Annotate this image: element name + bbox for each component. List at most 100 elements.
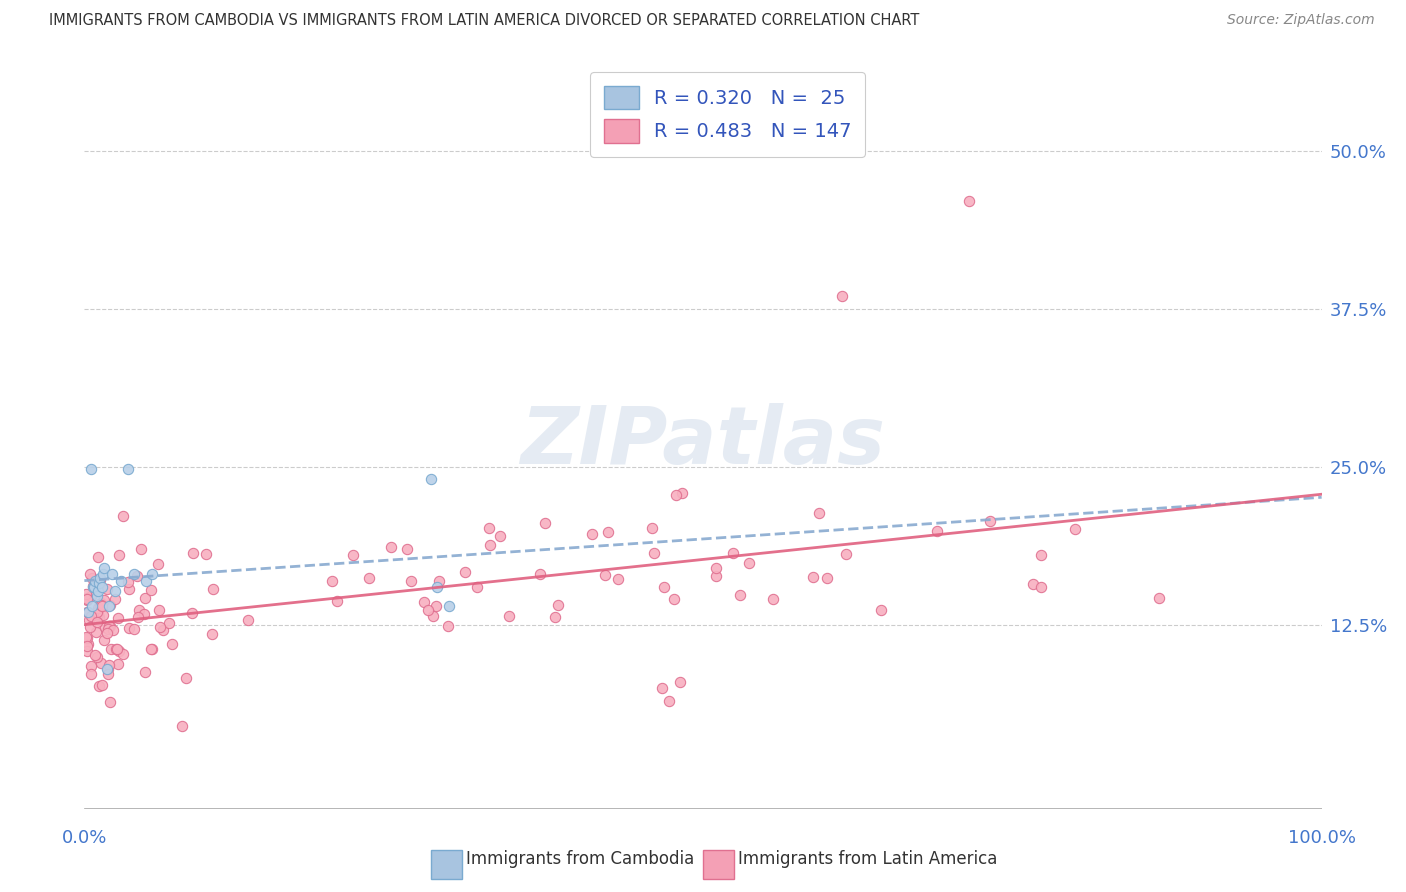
Point: [80, 599, 103, 613]
Point: [132, 607, 155, 621]
Point: [79, 609, 101, 624]
Point: [76, 591, 98, 605]
Point: [98, 599, 121, 613]
Point: [1029, 580, 1052, 594]
Point: [607, 572, 630, 586]
Point: [529, 567, 551, 582]
Point: [426, 580, 449, 594]
Point: [87, 610, 110, 624]
Point: [93, 561, 115, 575]
Point: [544, 610, 567, 624]
Point: [427, 574, 450, 588]
Point: [439, 599, 461, 613]
Point: [419, 473, 441, 487]
Point: [76, 593, 98, 607]
Point: [86, 589, 108, 603]
Text: Immigrants from Cambodia: Immigrants from Cambodia: [465, 850, 695, 868]
Point: [104, 583, 127, 598]
Point: [79, 620, 101, 634]
Point: [76, 591, 98, 606]
Point: [135, 574, 157, 588]
Point: [643, 545, 665, 559]
Point: [79, 567, 101, 582]
Point: [86, 650, 108, 665]
Point: [436, 619, 458, 633]
Point: [84, 574, 107, 588]
Point: [425, 599, 447, 613]
Point: [489, 529, 512, 543]
Point: [1031, 548, 1053, 562]
Point: [79, 613, 101, 627]
Point: [152, 624, 174, 638]
Point: [598, 524, 620, 539]
Point: [90, 678, 112, 692]
Point: [658, 693, 681, 707]
Point: [641, 521, 664, 535]
Text: IMMIGRANTS FROM CAMBODIA VS IMMIGRANTS FROM LATIN AMERICA DIVORCED OR SEPARATED : IMMIGRANTS FROM CAMBODIA VS IMMIGRANTS F…: [49, 13, 920, 29]
Point: [454, 565, 477, 579]
Point: [91, 567, 114, 582]
Point: [1064, 522, 1087, 536]
Point: [201, 627, 224, 641]
Point: [118, 621, 141, 635]
Point: [105, 642, 128, 657]
Point: [107, 548, 129, 562]
Point: [422, 609, 444, 624]
Point: [77, 637, 100, 651]
Point: [90, 599, 112, 614]
Point: [80, 659, 103, 673]
Point: [326, 594, 349, 608]
Point: [160, 637, 183, 651]
Point: [93, 593, 115, 607]
Point: [107, 644, 129, 658]
Point: [157, 615, 180, 630]
Text: ZIPatlas: ZIPatlas: [520, 402, 886, 481]
Point: [803, 570, 825, 584]
Point: [662, 592, 685, 607]
Point: [148, 603, 170, 617]
Point: [76, 605, 98, 619]
Text: Immigrants from Latin America: Immigrants from Latin America: [738, 850, 997, 868]
Point: [202, 582, 225, 596]
Point: [399, 574, 422, 588]
Point: [77, 605, 100, 619]
Point: [97, 658, 120, 673]
Point: [416, 602, 439, 616]
Point: [104, 592, 127, 607]
Point: [79, 462, 101, 476]
Point: [76, 632, 98, 646]
Point: [90, 580, 112, 594]
Point: [127, 610, 149, 624]
Point: [815, 571, 838, 585]
Point: [321, 574, 343, 589]
Point: [97, 666, 120, 681]
Point: [134, 591, 156, 605]
Point: [90, 596, 112, 610]
Point: [1022, 577, 1045, 591]
Point: [141, 567, 163, 582]
Point: [808, 506, 831, 520]
Point: [90, 656, 112, 670]
Text: Source: ZipAtlas.com: Source: ZipAtlas.com: [1227, 13, 1375, 28]
Point: [107, 657, 129, 671]
Point: [127, 569, 149, 583]
Point: [87, 549, 110, 564]
Point: [957, 194, 980, 209]
Point: [181, 546, 204, 560]
Point: [979, 514, 1001, 528]
Point: [671, 485, 693, 500]
Point: [704, 561, 727, 575]
Point: [93, 632, 115, 647]
Point: [593, 567, 616, 582]
Point: [723, 545, 745, 559]
Point: [195, 547, 218, 561]
Point: [181, 606, 204, 620]
Point: [738, 556, 761, 570]
Point: [86, 615, 108, 630]
Point: [835, 547, 858, 561]
Point: [128, 603, 150, 617]
Point: [97, 661, 120, 675]
Point: [96, 582, 118, 596]
Point: [111, 647, 134, 661]
Point: [533, 516, 555, 530]
